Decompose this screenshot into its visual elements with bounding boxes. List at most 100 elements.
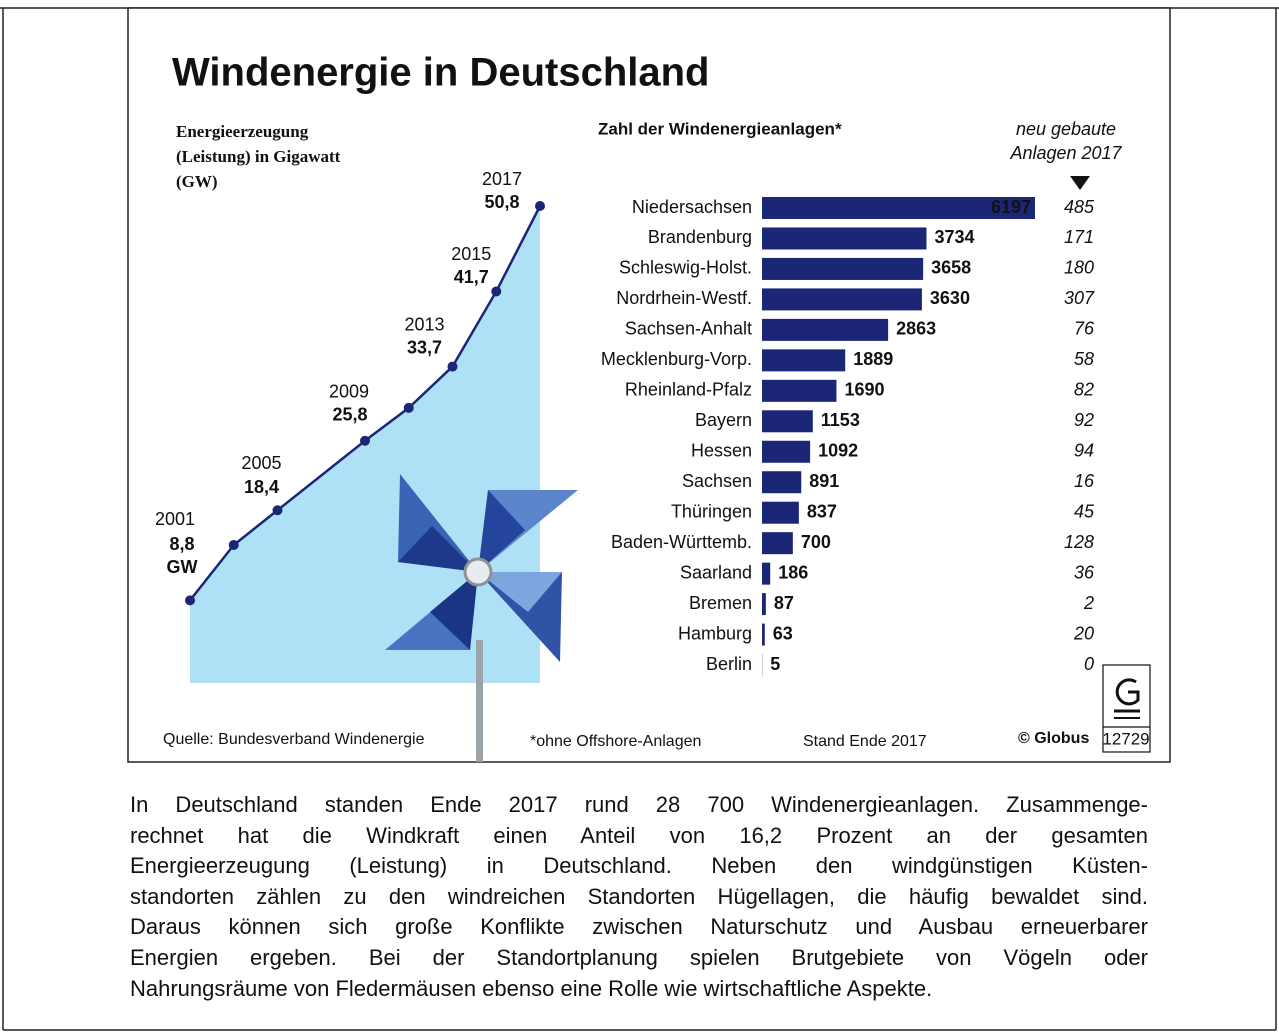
chart-title: (Leistung) in Gigawatt bbox=[176, 147, 341, 166]
year-label: 2005 bbox=[241, 453, 281, 473]
value-label: 41,7 bbox=[454, 267, 489, 287]
value-label: 5 bbox=[770, 654, 780, 674]
paragraph-line: Energien ergeben. Bei der Standortplanun… bbox=[130, 943, 1148, 974]
point bbox=[360, 436, 370, 446]
value-label: 1092 bbox=[818, 441, 858, 461]
value-label: 1889 bbox=[853, 349, 893, 369]
graphic-title: Windenergie in Deutschland bbox=[172, 51, 709, 95]
value-label: 1153 bbox=[821, 410, 860, 430]
new-installations: 58 bbox=[1074, 349, 1094, 369]
paragraph-line: rechnet hat die Windkraft einen Anteil v… bbox=[130, 821, 1148, 852]
bar bbox=[762, 471, 801, 493]
year-label: 2017 bbox=[482, 169, 522, 189]
bar bbox=[762, 380, 836, 402]
bar bbox=[762, 532, 793, 554]
category-label: Thüringen bbox=[671, 501, 752, 521]
new-installations: 0 bbox=[1084, 654, 1094, 674]
new-installations: 307 bbox=[1064, 288, 1095, 308]
category-label: Hamburg bbox=[678, 623, 752, 643]
paragraph-line: In Deutschland standen Ende 2017 rund 28… bbox=[130, 790, 1148, 821]
bar bbox=[762, 410, 813, 432]
paragraph: In Deutschland standen Ende 2017 rund 28… bbox=[130, 790, 1148, 1004]
new-installations: 171 bbox=[1064, 227, 1094, 247]
date-note: Stand Ende 2017 bbox=[803, 733, 927, 750]
bar bbox=[762, 288, 922, 310]
point bbox=[229, 540, 239, 550]
year-label: 2001 bbox=[155, 509, 195, 529]
category-label: Rheinland-Pfalz bbox=[625, 380, 752, 400]
new-installations: 92 bbox=[1074, 410, 1094, 430]
column-title: Anlagen 2017 bbox=[1009, 143, 1122, 163]
chart-title: Zahl der Windenergieanlagen* bbox=[598, 119, 842, 138]
category-label: Berlin bbox=[706, 654, 752, 674]
point bbox=[448, 362, 458, 372]
category-label: Mecklenburg-Vorp. bbox=[601, 349, 752, 369]
value-label: 18,4 bbox=[244, 477, 279, 497]
category-label: Niedersachsen bbox=[632, 197, 752, 217]
new-installations: 76 bbox=[1074, 319, 1095, 339]
bar bbox=[762, 227, 926, 249]
chart-title: (GW) bbox=[176, 172, 218, 191]
value-label: 50,8 bbox=[484, 192, 519, 212]
point bbox=[185, 595, 195, 605]
point bbox=[535, 201, 545, 211]
code: 12729 bbox=[1102, 729, 1149, 748]
value-label: 8,8 bbox=[169, 534, 194, 554]
pinwheel-stick bbox=[476, 640, 483, 762]
column-title: neu gebaute bbox=[1016, 119, 1116, 139]
category-label: Sachsen-Anhalt bbox=[625, 319, 752, 339]
category-label: Saarland bbox=[680, 562, 752, 582]
new-installations: 16 bbox=[1074, 471, 1095, 491]
bar bbox=[762, 441, 810, 463]
chart-title: Energieerzeugung bbox=[176, 122, 309, 141]
bar bbox=[762, 593, 766, 615]
bar bbox=[762, 563, 770, 585]
category-label: Brandenburg bbox=[648, 227, 752, 247]
category-label: Hessen bbox=[691, 441, 752, 461]
bar bbox=[762, 624, 765, 646]
value-label: 1690 bbox=[844, 380, 884, 400]
value-label: 837 bbox=[807, 501, 837, 521]
value-label: 3734 bbox=[934, 227, 974, 247]
unit-label: GW bbox=[167, 557, 198, 577]
new-installations: 82 bbox=[1074, 380, 1094, 400]
source: Quelle: Bundesverband Windenergie bbox=[163, 731, 425, 748]
value-label: 891 bbox=[809, 471, 839, 491]
category-label: Bayern bbox=[695, 410, 752, 430]
year-label: 2015 bbox=[451, 244, 491, 264]
year-label: 2013 bbox=[404, 314, 444, 334]
paragraph-line: Energieerzeugung (Leistung) in Deutschla… bbox=[130, 851, 1148, 882]
new-installations: 20 bbox=[1073, 623, 1094, 643]
publisher: © Globus bbox=[1018, 730, 1089, 747]
value-label: 186 bbox=[778, 562, 808, 582]
page: Windenergie in Deutschland Quelle: Bunde… bbox=[0, 0, 1279, 1032]
new-installations: 180 bbox=[1064, 258, 1094, 278]
value-label: 25,8 bbox=[332, 404, 367, 424]
point bbox=[404, 403, 414, 413]
new-installations: 94 bbox=[1074, 441, 1094, 461]
value-label: 87 bbox=[774, 593, 794, 613]
category-label: Baden-Württemb. bbox=[611, 532, 752, 552]
value-label: 6197 bbox=[991, 197, 1031, 217]
new-installations: 128 bbox=[1064, 532, 1094, 552]
value-label: 63 bbox=[773, 623, 793, 643]
new-installations: 36 bbox=[1074, 562, 1095, 582]
new-installations: 45 bbox=[1074, 501, 1095, 521]
category-label: Sachsen bbox=[682, 471, 752, 491]
point bbox=[491, 286, 501, 296]
point bbox=[273, 505, 283, 515]
bar bbox=[762, 349, 845, 371]
bar bbox=[762, 258, 923, 280]
value-label: 3630 bbox=[930, 288, 970, 308]
value-label: 33,7 bbox=[407, 337, 442, 357]
new-installations: 2 bbox=[1083, 593, 1094, 613]
paragraph-line: standorten zählen zu den windreichen Sta… bbox=[130, 882, 1148, 913]
pinwheel-hub bbox=[465, 559, 491, 585]
category-label: Bremen bbox=[689, 593, 752, 613]
year-label: 2009 bbox=[329, 381, 369, 401]
value-label: 3658 bbox=[931, 258, 971, 278]
value-label: 700 bbox=[801, 532, 831, 552]
category-label: Schleswig-Holst. bbox=[619, 258, 752, 278]
bar bbox=[762, 319, 888, 341]
value-label: 2863 bbox=[896, 319, 936, 339]
